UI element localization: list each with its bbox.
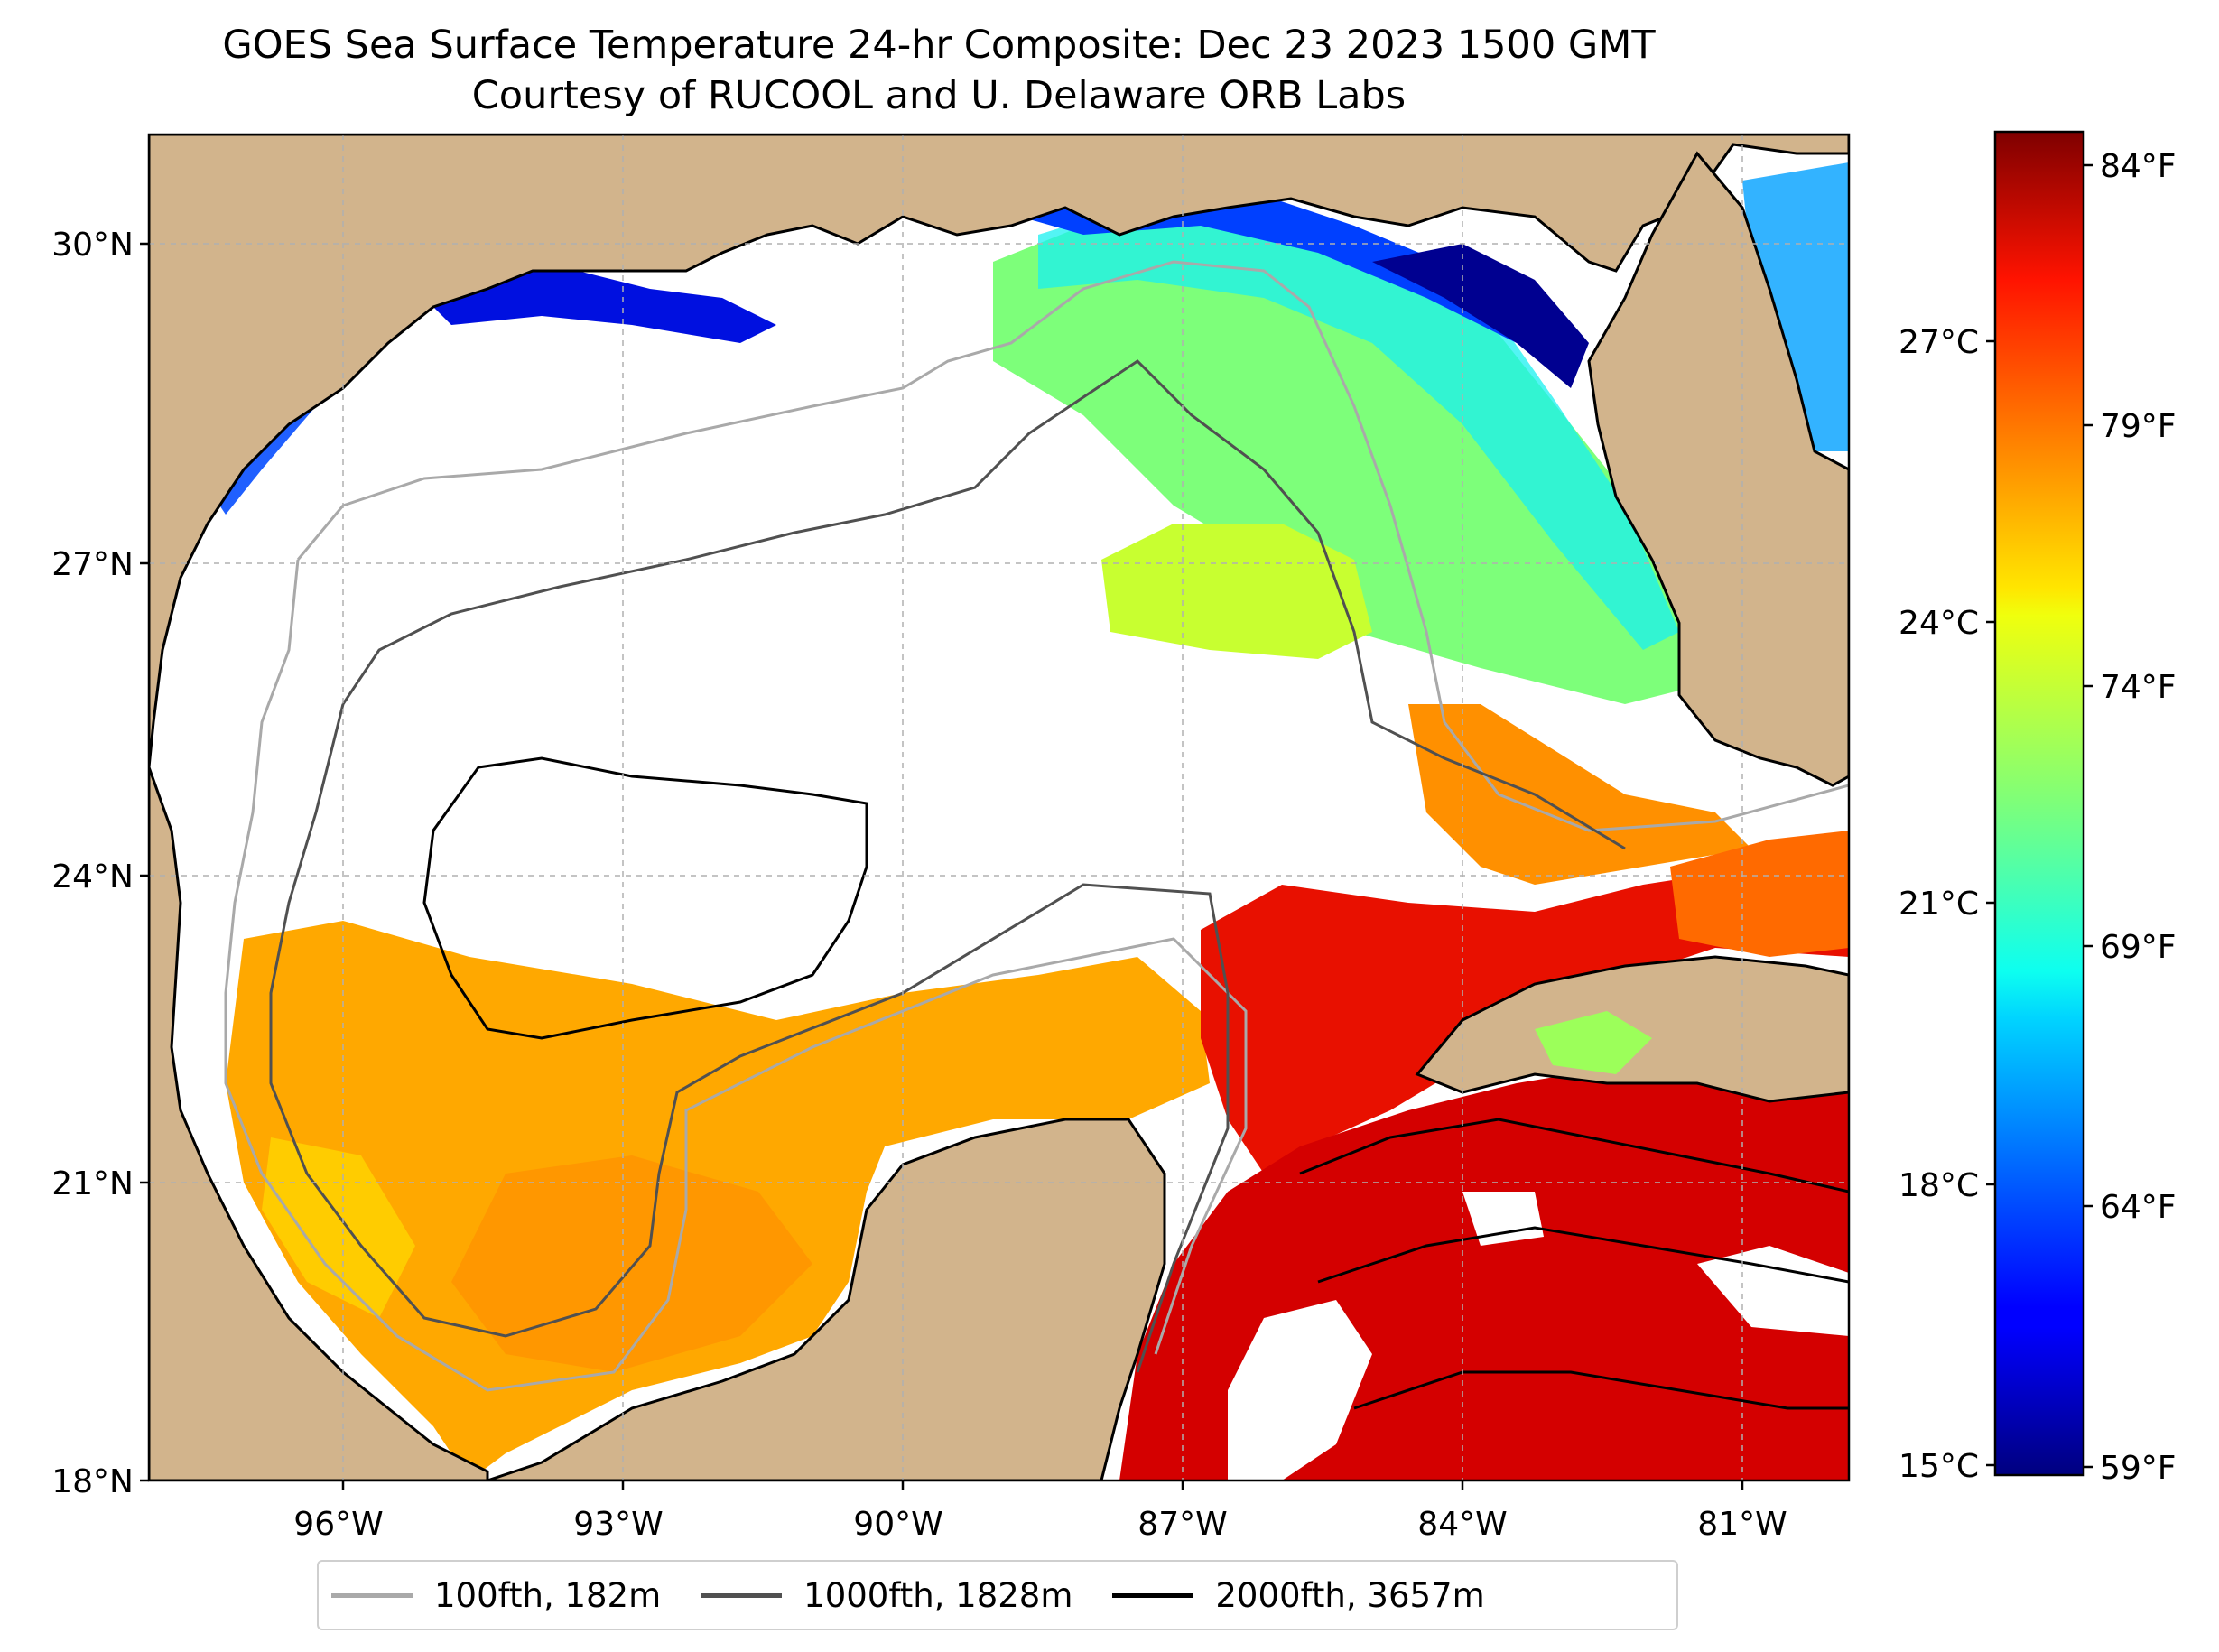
land-florida xyxy=(1587,151,1849,787)
legend-swatch-100fth xyxy=(331,1592,413,1598)
cloud-patch-1 xyxy=(1228,1300,1372,1480)
colorbar xyxy=(1993,130,2085,1477)
lon-axis: 96°W 93°W 90°W 87°W 84°W 81°W xyxy=(293,1506,1787,1543)
lon-tick-81: 81°W xyxy=(1697,1506,1787,1543)
c-tick-15: 15°C xyxy=(1899,1448,1979,1485)
lat-tick-18: 18°N xyxy=(51,1463,134,1500)
sst-florida-atlantic xyxy=(1742,162,1849,451)
legend-item-1000fth: 1000fth, 1828m xyxy=(701,1576,1072,1615)
lon-tick-96: 96°W xyxy=(293,1506,383,1543)
f-tick-69: 69°F xyxy=(2100,929,2177,966)
land-mexico-west xyxy=(149,766,489,1480)
lon-tick-87: 87°W xyxy=(1137,1506,1227,1543)
legend-swatch-1000fth xyxy=(701,1592,783,1598)
cloud-patch-3 xyxy=(1697,1246,1849,1336)
contour-1000fth xyxy=(269,359,1626,1373)
lat-tick-27: 27°N xyxy=(51,546,134,583)
sst-southwest-warm-core xyxy=(451,1155,812,1372)
land-cuba-interior-green xyxy=(1535,1011,1652,1074)
lat-axis: 30°N 27°N 24°N 21°N 18°N xyxy=(51,227,134,1500)
map-frame xyxy=(147,133,1851,1482)
f-tick-79: 79°F xyxy=(2100,408,2177,445)
f-tick-64: 64°F xyxy=(2100,1189,2177,1226)
cloud-patch-2 xyxy=(1462,1192,1544,1246)
map-title: GOES Sea Surface Temperature 24-hr Compo… xyxy=(0,20,1878,121)
c-tick-21: 21°C xyxy=(1899,886,1979,923)
lon-tick-84: 84°W xyxy=(1417,1506,1507,1543)
lat-tick-30: 30°N xyxy=(51,227,134,264)
c-tick-18: 18°C xyxy=(1899,1167,1979,1204)
sst-eastern-orange xyxy=(1408,704,1751,885)
colorbar-fahrenheit-axis: 84°F 79°F 74°F 69°F 64°F 59°F xyxy=(2100,148,2177,1487)
contour-2000fth xyxy=(422,756,868,1040)
title-line-2: Courtesy of RUCOOL and U. Delaware ORB L… xyxy=(471,73,1407,118)
contour-2000fth-caribbean xyxy=(1299,1118,1849,1410)
legend-item-100fth: 100fth, 182m xyxy=(331,1576,661,1615)
c-tick-24: 24°C xyxy=(1899,605,1979,642)
legend-label-1000fth: 1000fth, 1828m xyxy=(803,1575,1073,1615)
lon-tick-93: 93°W xyxy=(573,1506,663,1543)
sst-northeast-blue xyxy=(1020,181,1562,361)
sst-north-coast-blue xyxy=(424,271,776,343)
lat-tick-24: 24°N xyxy=(51,858,134,896)
legend-swatch-2000fth xyxy=(1112,1592,1194,1598)
sst-northeast-navy xyxy=(1372,244,1589,388)
bathymetry-legend: 100fth, 182m 1000fth, 1828m 2000fth, 365… xyxy=(317,1560,1678,1630)
legend-item-2000fth: 2000fth, 3657m xyxy=(1112,1575,1485,1615)
land-mexico-south xyxy=(487,1118,1166,1480)
lat-tick-21: 21°N xyxy=(51,1165,134,1202)
sst-central-yellow-green xyxy=(1101,524,1372,659)
legend-label-100fth: 100fth, 182m xyxy=(434,1575,662,1615)
f-tick-84: 84°F xyxy=(2100,148,2177,185)
legend-label-2000fth: 2000fth, 3657m xyxy=(1215,1575,1485,1615)
c-tick-27: 27°C xyxy=(1899,324,1979,361)
sst-northeast-gradient-green xyxy=(993,208,1697,704)
f-tick-74: 74°F xyxy=(2100,669,2177,706)
lon-tick-90: 90°W xyxy=(853,1506,942,1543)
sst-east-cuba-orange xyxy=(1670,831,1849,957)
contour-100fth xyxy=(224,260,1849,1392)
title-line-1: GOES Sea Surface Temperature 24-hr Compo… xyxy=(222,23,1656,68)
map-grid xyxy=(149,135,1849,1480)
colorbar-celsius-axis: 27°C 24°C 21°C 18°C 15°C xyxy=(1899,324,1979,1485)
map-content xyxy=(149,135,1849,1480)
f-tick-59: 59°F xyxy=(2100,1450,2177,1487)
